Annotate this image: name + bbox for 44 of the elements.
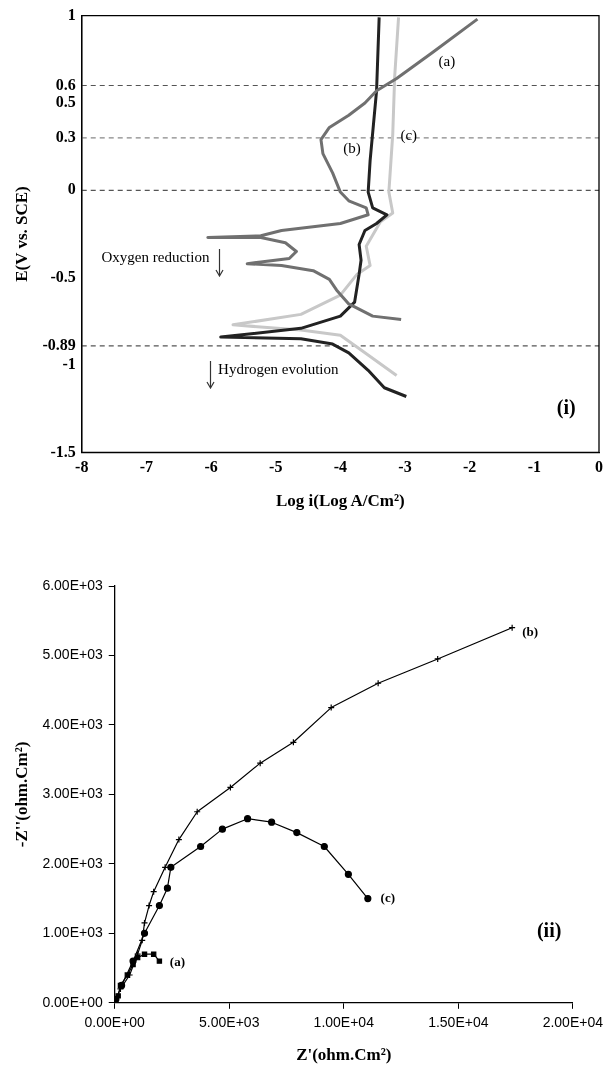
series-label: (a) [438, 53, 456, 71]
x-tick-label: -4 [333, 458, 348, 476]
x-tick-label: 0 [595, 458, 603, 476]
y-tick-label: 6.00E+03 [42, 576, 103, 593]
y-tick-label: 0.3 [55, 128, 76, 146]
x-tick-label: -2 [463, 458, 477, 476]
x-tick-label: 1.00E+04 [313, 1014, 375, 1031]
x-axis-title: Z'(ohm.Cm²) [296, 1045, 392, 1065]
x-axis-title: Log i(Log A/Cm²) [275, 491, 405, 511]
y-tick-label: -1.5 [50, 442, 76, 460]
y-tick-label: 1.00E+03 [42, 924, 103, 941]
y-tick-label: 3.00E+03 [42, 785, 103, 802]
y-tick-label: 0.00E+00 [42, 993, 103, 1010]
x-tick-label: -1 [527, 458, 542, 476]
series-label: (a) [169, 954, 185, 970]
y-tick-label: -0.89 [42, 335, 76, 353]
y-tick-label: 0 [67, 180, 76, 198]
series-label: (b) [522, 624, 539, 640]
series-label: (b) [343, 139, 361, 157]
series-label: (c) [380, 889, 396, 905]
x-tick-label: -5 [269, 458, 283, 476]
annotation: (i) [556, 395, 576, 419]
y-tick-label: 0.5 [55, 93, 76, 111]
annotation: Hydrogen evolution [218, 361, 339, 378]
x-tick-label: 2.00E+04 [542, 1014, 604, 1031]
x-tick-label: -6 [204, 458, 218, 476]
y-tick-label: 2.00E+03 [42, 854, 103, 871]
y-tick-label: -1 [62, 355, 76, 373]
y-tick-label: 4.00E+03 [42, 715, 103, 732]
y-axis-title: E(V vs. SCE) [11, 186, 31, 282]
y-tick-label: 5.00E+03 [42, 646, 103, 663]
y-tick-label: -0.5 [50, 267, 76, 285]
x-tick-label: -3 [398, 458, 412, 476]
series-label: (c) [400, 127, 418, 145]
x-tick-label: 1.50E+04 [428, 1014, 489, 1031]
y-axis-title: -Z''(ohm.Cm²) [11, 741, 31, 848]
annotation: Oxygen reduction [101, 249, 210, 266]
x-tick-label: -7 [139, 458, 154, 476]
y-tick-label: 1 [67, 5, 76, 23]
x-tick-label: -8 [75, 458, 89, 476]
x-tick-label: 5.00E+03 [199, 1014, 260, 1031]
y-tick-label: 0.6 [55, 75, 76, 93]
annotation: (ii) [536, 919, 562, 943]
x-tick-label: 0.00E+00 [84, 1014, 146, 1031]
